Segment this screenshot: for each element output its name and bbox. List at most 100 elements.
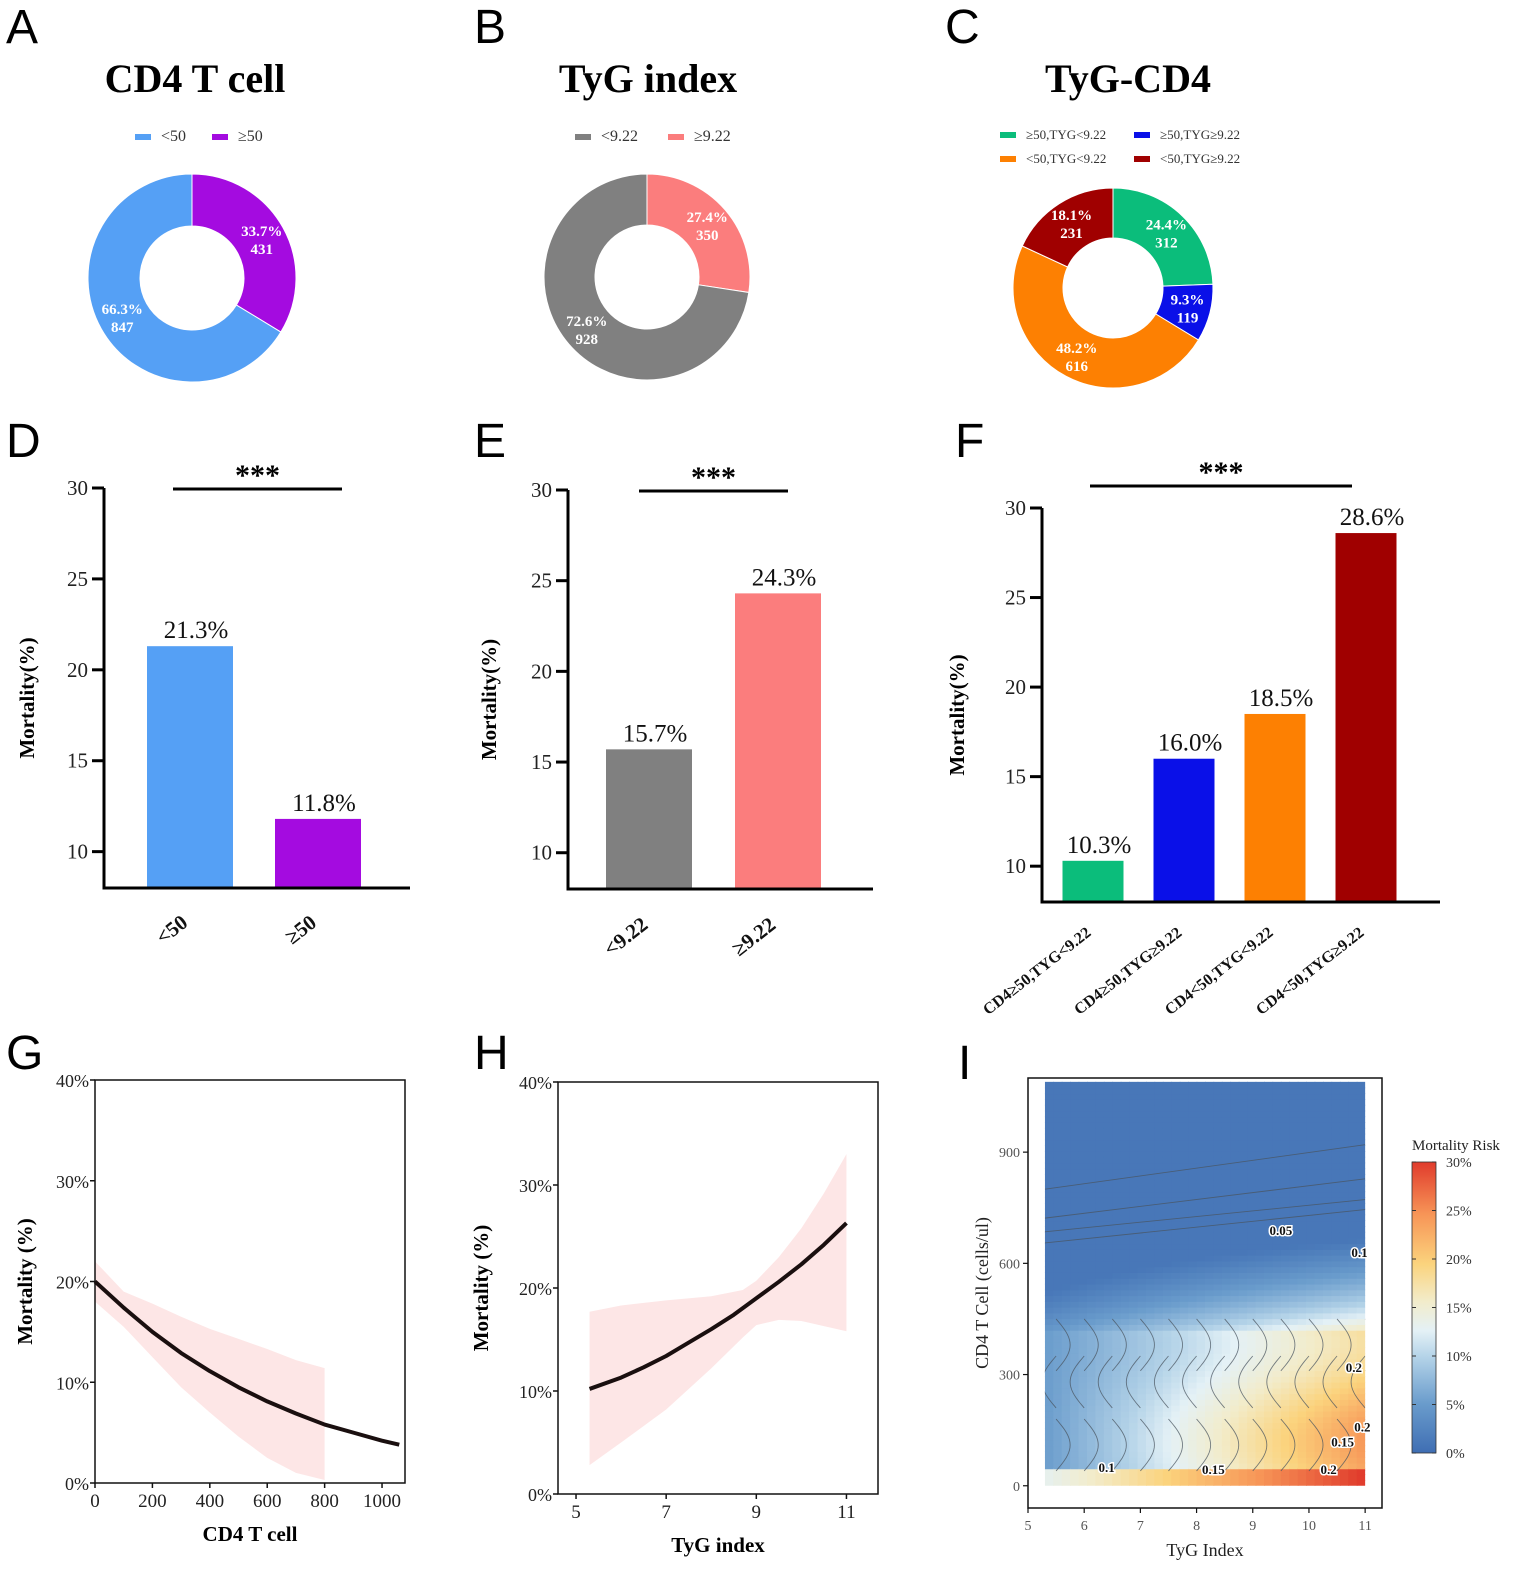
heatmap-cell bbox=[1044, 1381, 1055, 1389]
heatmap-cell bbox=[1196, 1347, 1206, 1354]
heatmap-cell bbox=[1205, 1324, 1215, 1331]
heatmap-cell bbox=[1289, 1324, 1299, 1331]
heatmap-cell bbox=[1339, 1289, 1350, 1297]
heatmap-cell bbox=[1188, 1289, 1198, 1297]
heatmap-cell bbox=[1179, 1243, 1189, 1250]
heatmap-cell bbox=[1306, 1289, 1316, 1297]
heatmap-cell bbox=[1264, 1260, 1274, 1268]
heatmap-cell bbox=[1348, 1226, 1358, 1233]
heatmap-cell bbox=[1171, 1422, 1181, 1429]
heatmap-cell bbox=[1314, 1399, 1324, 1406]
heatmap-cell bbox=[1146, 1479, 1156, 1486]
heatmap-cell bbox=[1348, 1301, 1358, 1308]
heatmap-cell bbox=[1238, 1150, 1248, 1158]
heatmap-cell bbox=[1348, 1474, 1358, 1481]
heatmap-cell bbox=[1044, 1116, 1055, 1123]
heatmap-cell bbox=[1323, 1174, 1333, 1181]
heatmap-cell bbox=[1255, 1185, 1265, 1193]
fit-line bbox=[93, 1280, 400, 1447]
heatmap-cell bbox=[1061, 1127, 1071, 1135]
heatmap-cell bbox=[1331, 1254, 1341, 1262]
heatmap-cell bbox=[1137, 1156, 1147, 1164]
heatmap-cell bbox=[1289, 1139, 1299, 1147]
heatmap-cell bbox=[1348, 1139, 1358, 1147]
heatmap-cell bbox=[1196, 1352, 1206, 1360]
heatmap-cell bbox=[1188, 1352, 1198, 1360]
heatmap-cell bbox=[1205, 1416, 1215, 1424]
heatmap-cell bbox=[1044, 1260, 1055, 1268]
heatmap-cell bbox=[1070, 1451, 1080, 1458]
heatmap-cell bbox=[1247, 1174, 1257, 1181]
heatmap-cell bbox=[1297, 1341, 1307, 1349]
y-tick-label: 30% bbox=[56, 1172, 89, 1192]
heatmap-cell bbox=[1179, 1202, 1189, 1210]
contour-line bbox=[1044, 1199, 1366, 1233]
heatmap-cell bbox=[1356, 1179, 1366, 1187]
heatmap-cell bbox=[1188, 1318, 1198, 1325]
contour-line bbox=[1308, 1318, 1324, 1372]
heatmap-cell bbox=[1044, 1335, 1055, 1343]
heatmap-cell bbox=[1179, 1122, 1189, 1129]
heatmap-cell bbox=[1188, 1399, 1198, 1406]
heatmap-cell bbox=[1129, 1381, 1139, 1389]
heatmap-cell bbox=[1078, 1387, 1088, 1395]
heatmap-cell bbox=[1095, 1289, 1105, 1297]
heatmap-cell bbox=[1154, 1231, 1164, 1239]
heatmap-cell bbox=[1348, 1358, 1358, 1366]
heatmap-cell bbox=[1154, 1306, 1164, 1314]
heatmap-cell bbox=[1238, 1387, 1248, 1395]
heatmap-cell bbox=[1356, 1399, 1366, 1406]
heatmap-cell bbox=[1095, 1301, 1105, 1308]
heatmap-cell bbox=[1255, 1254, 1265, 1262]
y-tick-label: 20 bbox=[1005, 675, 1026, 699]
heatmap-cell bbox=[1137, 1110, 1147, 1118]
heatmap-cell bbox=[1179, 1324, 1189, 1331]
heatmap-cell bbox=[1306, 1226, 1316, 1233]
heatmap-cell bbox=[1078, 1179, 1088, 1187]
heatmap-cell bbox=[1087, 1456, 1097, 1464]
heatmap-cell bbox=[1238, 1277, 1248, 1285]
heatmap-cell bbox=[1103, 1122, 1114, 1129]
heatmap-cell bbox=[1289, 1451, 1299, 1458]
heatmap-cell bbox=[1154, 1249, 1164, 1256]
heatmap-cell bbox=[1255, 1260, 1265, 1268]
heatmap-cell bbox=[1323, 1254, 1333, 1262]
heatmap-cell bbox=[1247, 1387, 1257, 1395]
heatmap-cell bbox=[1205, 1387, 1215, 1395]
heatmap-cell bbox=[1356, 1301, 1366, 1308]
heatmap-cell bbox=[1070, 1439, 1080, 1447]
heatmap-cell bbox=[1154, 1139, 1164, 1147]
heatmap-cell bbox=[1255, 1202, 1265, 1210]
heatmap-cell bbox=[1314, 1266, 1324, 1273]
heatmap-cell bbox=[1339, 1272, 1350, 1279]
contour-label: 0.15 bbox=[1202, 1462, 1225, 1477]
heatmap-cell bbox=[1188, 1122, 1198, 1129]
colorbar-tick-label: 0% bbox=[1446, 1447, 1465, 1462]
heatmap-cell bbox=[1087, 1197, 1097, 1204]
heatmap-cell bbox=[1306, 1283, 1316, 1291]
heatmap-cell bbox=[1137, 1347, 1147, 1354]
heatmap-cell bbox=[1213, 1220, 1223, 1227]
heatmap-cell bbox=[1213, 1312, 1223, 1320]
heatmap-cell bbox=[1230, 1110, 1240, 1118]
legend-swatch bbox=[1134, 156, 1150, 162]
heatmap-cell bbox=[1070, 1260, 1080, 1268]
heatmap-cell bbox=[1087, 1283, 1097, 1291]
heatmap-cell bbox=[1264, 1237, 1274, 1245]
heatmap-cell bbox=[1289, 1301, 1299, 1308]
heatmap-cell bbox=[1137, 1439, 1147, 1447]
heatmap-cell bbox=[1205, 1104, 1215, 1112]
heatmap-cell bbox=[1044, 1393, 1055, 1400]
heatmap-cell bbox=[1255, 1168, 1265, 1175]
heatmap-cell bbox=[1154, 1439, 1164, 1447]
heatmap-cell bbox=[1255, 1468, 1265, 1476]
heatmap-cell bbox=[1196, 1445, 1206, 1452]
heatmap-cell bbox=[1238, 1104, 1248, 1112]
heatmap-cell bbox=[1339, 1260, 1350, 1268]
heatmap-cell bbox=[1221, 1370, 1232, 1377]
heatmap-cell bbox=[1078, 1301, 1088, 1308]
heatmap-cell bbox=[1112, 1099, 1122, 1106]
heatmap-cell bbox=[1112, 1439, 1122, 1447]
heatmap-cell bbox=[1247, 1433, 1257, 1441]
heatmap-cell bbox=[1078, 1150, 1088, 1158]
